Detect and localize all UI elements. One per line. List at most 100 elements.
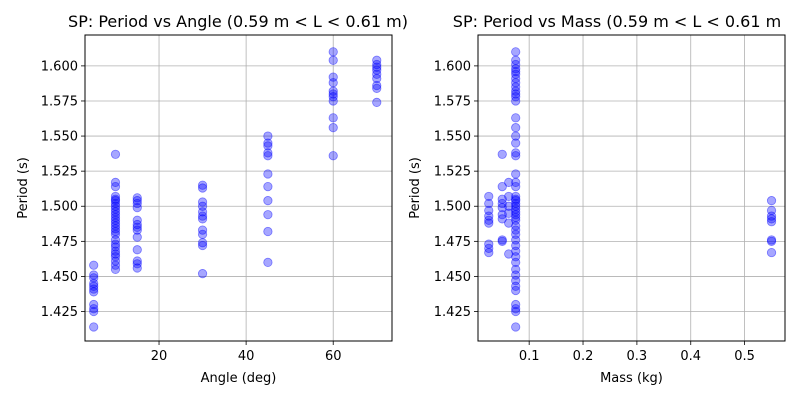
- data-point: [511, 212, 521, 223]
- data-point: [511, 96, 521, 106]
- y-tick-label: 1.550: [434, 130, 471, 145]
- data-point: [511, 59, 521, 70]
- data-point: [766, 235, 777, 245]
- chart-title: SP: Period vs Angle (0.59 m < L < 0.61 m…: [68, 12, 408, 31]
- data-point: [511, 322, 521, 332]
- data-point: [110, 191, 121, 202]
- y-tick-label: 1.600: [41, 59, 78, 74]
- data-point: [89, 299, 99, 310]
- data-point: [110, 204, 121, 214]
- data-point: [511, 240, 521, 251]
- plot-frame: [477, 34, 786, 342]
- chart-period-vs-mass: SP: Period vs Mass (0.59 m < L < 0.61 m …: [408, 12, 786, 386]
- data-point: [328, 89, 338, 99]
- data-point: [132, 203, 142, 213]
- y-tick-label: 1.450: [41, 270, 78, 285]
- data-point: [766, 247, 777, 258]
- data-point: [511, 225, 521, 235]
- data-point: [132, 198, 142, 209]
- data-point: [263, 196, 273, 206]
- data-point: [263, 151, 273, 161]
- data-point: [132, 256, 142, 266]
- data-point: [511, 148, 521, 158]
- data-point: [89, 260, 99, 270]
- data-point: [484, 211, 494, 221]
- data-point: [89, 270, 99, 280]
- data-point: [511, 201, 521, 211]
- data-point: [504, 208, 514, 218]
- data-points: [89, 47, 382, 332]
- data-point: [511, 92, 521, 102]
- data-point: [132, 222, 142, 232]
- data-point: [197, 201, 208, 211]
- data-point: [197, 207, 208, 217]
- data-point: [511, 47, 521, 57]
- data-point: [132, 232, 142, 242]
- data-point: [511, 181, 521, 192]
- data-point: [511, 131, 521, 141]
- data-point: [484, 198, 494, 209]
- data-point: [511, 86, 521, 96]
- data-point: [328, 78, 338, 88]
- data-point: [511, 55, 521, 65]
- data-point: [484, 243, 494, 253]
- data-point: [110, 224, 121, 234]
- data-point: [766, 236, 777, 246]
- data-point: [511, 229, 521, 239]
- axis-ticks: 20 40 60 1.425 1.450 1.475 1.500 1.525 1.550 1.57…: [41, 59, 342, 364]
- data-point: [511, 64, 521, 74]
- data-point: [263, 169, 273, 179]
- data-point: [511, 246, 521, 256]
- data-point: [497, 149, 507, 159]
- data-point: [110, 239, 121, 249]
- data-point: [110, 177, 121, 187]
- data-point: [263, 257, 273, 267]
- data-point: [89, 278, 99, 289]
- axis-ticks: 0.1 0.2 0.3 0.4 0.5 1.425 1.450 1.475 1.500 1.525…: [434, 59, 755, 364]
- data-point: [372, 65, 382, 75]
- x-axis-label: Angle (deg): [201, 371, 277, 386]
- data-point: [197, 269, 208, 279]
- data-points: [484, 47, 777, 332]
- data-point: [504, 249, 514, 259]
- data-point: [263, 148, 273, 158]
- data-point: [110, 212, 121, 223]
- data-point: [263, 141, 273, 151]
- data-point: [372, 69, 382, 79]
- data-point: [497, 198, 507, 209]
- data-point: [197, 238, 208, 248]
- data-point: [89, 322, 99, 332]
- data-point: [484, 215, 494, 225]
- data-point: [372, 62, 382, 72]
- data-point: [511, 235, 521, 245]
- data-point: [110, 260, 121, 270]
- data-point: [511, 257, 521, 267]
- x-tick-label: 0.2: [573, 349, 594, 364]
- data-point: [197, 211, 208, 221]
- chart-title: SP: Period vs Mass (0.59 m < L < 0.61 m: [453, 12, 781, 31]
- y-tick-label: 1.525: [41, 165, 78, 180]
- data-point: [511, 221, 521, 231]
- x-tick-label: 0.4: [680, 349, 701, 364]
- data-point: [328, 151, 338, 161]
- data-point: [511, 151, 521, 161]
- data-point: [504, 177, 514, 187]
- y-tick-label: 1.425: [434, 305, 471, 320]
- data-point: [511, 264, 521, 275]
- y-tick-label: 1.525: [434, 165, 471, 180]
- data-point: [511, 69, 521, 79]
- data-point: [110, 229, 121, 239]
- data-point: [89, 273, 99, 283]
- data-point: [766, 196, 777, 206]
- data-point: [132, 245, 142, 255]
- data-point: [511, 252, 521, 262]
- data-point: [328, 113, 338, 123]
- data-point: [328, 55, 338, 65]
- data-point: [89, 306, 99, 317]
- data-point: [110, 221, 121, 231]
- data-point: [511, 198, 521, 209]
- data-point: [511, 89, 521, 99]
- data-point: [511, 169, 521, 179]
- data-point: [504, 201, 514, 211]
- data-point: [497, 210, 507, 220]
